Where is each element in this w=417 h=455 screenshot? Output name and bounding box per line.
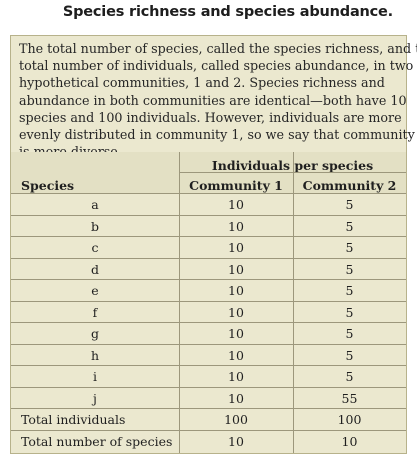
community-2-cell: 5 (345, 240, 354, 255)
community-1-cell: 10 (228, 197, 244, 212)
species-name-cell: e (91, 283, 99, 298)
row-divider (11, 214, 406, 216)
group-header: Individuals per species (211, 158, 374, 173)
column-divider (293, 152, 294, 453)
community-2-cell: 5 (345, 283, 354, 298)
community-2-cell: 55 (341, 390, 358, 406)
species-name-cell: a (91, 197, 99, 212)
community-1-cell: 10 (228, 240, 244, 255)
row-divider (11, 429, 406, 431)
figure-panel: The total number of species, called the … (10, 35, 417, 454)
community-1-cell: 10 (228, 283, 244, 298)
caption-line: hypothetical communities, 1 and 2. Speci… (19, 75, 385, 91)
species-name-cell: g (90, 326, 99, 341)
species-name-cell: j (93, 390, 97, 406)
species-name-cell: d (90, 261, 99, 277)
caption-line: total number of individuals, called spec… (19, 58, 414, 74)
community-1-cell: 10 (228, 369, 244, 384)
community-1-cell: 10 (228, 304, 244, 320)
caption-line: The total number of species, called the … (19, 41, 417, 56)
row-divider (11, 322, 406, 323)
caption-line: evenly distributed in community 1, so we… (19, 127, 417, 143)
row-divider (11, 257, 406, 259)
column-header-community-2: Community 2 (302, 178, 397, 193)
row-divider (11, 300, 406, 302)
row-divider (11, 279, 406, 280)
caption-line: abundance in both communities are identi… (19, 92, 407, 108)
species-name-cell: i (93, 369, 97, 384)
species-name-cell: b (90, 218, 99, 234)
species-name-cell: h (90, 347, 100, 363)
row-divider (11, 386, 406, 388)
community-1-cell: 10 (228, 218, 244, 234)
figure-title: Species richness and species abundance. (62, 4, 393, 20)
community-2-cell: 5 (345, 326, 354, 341)
column-divider (179, 152, 180, 453)
row-divider (11, 365, 406, 366)
community-1-cell: 10 (228, 326, 244, 341)
row-divider (11, 236, 406, 237)
community-1-cell: 10 (228, 347, 244, 363)
species-table: Individuals per species Species Communit… (11, 36, 406, 453)
row-divider (11, 408, 406, 409)
community-2-cell: 5 (345, 369, 354, 384)
community-1-cell: 10 (228, 261, 244, 277)
species-name-cell: c (91, 240, 99, 255)
community-2-cell: 5 (345, 261, 354, 277)
total-label-cell: Total individuals (21, 412, 126, 427)
community-1-cell: 10 (228, 433, 244, 449)
row-divider (11, 343, 406, 345)
column-header-species: Species (21, 178, 75, 193)
column-header-community-1: Community 1 (189, 178, 283, 193)
row-divider (11, 193, 406, 194)
community-1-cell: 10 (228, 390, 244, 406)
community-1-cell: 100 (224, 412, 248, 427)
community-2-cell: 5 (345, 304, 354, 320)
caption-line: species and 100 individuals. However, in… (19, 109, 402, 125)
total-label-cell: Total number of species (21, 433, 173, 449)
community-2-cell: 5 (345, 218, 354, 234)
community-2-cell: 5 (345, 347, 354, 363)
community-2-cell: 100 (337, 412, 362, 427)
community-2-cell: 5 (345, 197, 354, 212)
community-2-cell: 10 (341, 433, 358, 449)
group-header-rule (179, 172, 406, 173)
species-name-cell: f (92, 304, 98, 320)
